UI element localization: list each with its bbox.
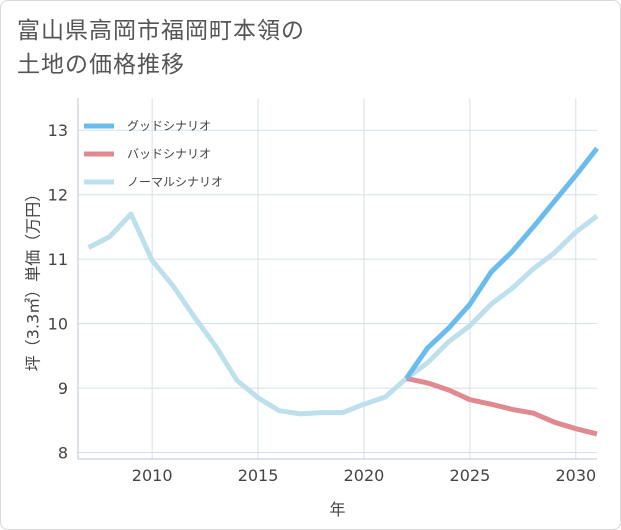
axes: 2010 2015 2020 2025 2030 8 9 10 11 12 13: [48, 98, 597, 485]
legend-label: グッドシナリオ: [127, 119, 211, 133]
x-tick-label: 2030: [555, 466, 596, 485]
series-line-2: [87, 211, 599, 417]
chart-title-line2: 土地の価格推移: [17, 52, 185, 78]
series-line-0: [404, 146, 599, 380]
x-tick-label: 2010: [132, 466, 173, 485]
y-axis-title: 坪（3.3㎡）単価（万円）: [24, 186, 43, 371]
chart-title: 富山県高岡市福岡町本領の 土地の価格推移: [17, 14, 305, 82]
grid: [78, 98, 597, 459]
y-tick-label: 11: [48, 250, 68, 269]
legend-label: バッドシナリオ: [127, 147, 211, 161]
y-tick-label: 13: [48, 121, 68, 140]
y-tick-label: 10: [48, 315, 68, 334]
y-tick-label: 9: [58, 379, 68, 398]
legend-label: ノーマルシナリオ: [127, 175, 223, 189]
chart-title-line1: 富山県高岡市福岡町本領の: [17, 18, 305, 44]
series-lines: [87, 146, 599, 437]
x-tick-label: 2025: [450, 466, 491, 485]
x-tick-label: 2020: [344, 466, 385, 485]
x-axis-title: 年: [329, 500, 345, 519]
y-tick-label: 12: [48, 186, 68, 205]
y-tick-label: 8: [58, 444, 68, 463]
series-line-1: [405, 375, 598, 437]
x-tick-label: 2015: [238, 466, 279, 485]
